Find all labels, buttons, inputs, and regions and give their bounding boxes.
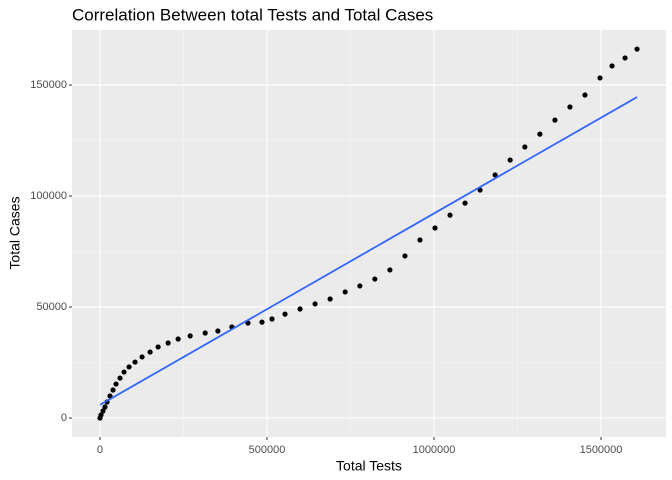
- point: [462, 200, 468, 206]
- x-tick-label: 0: [97, 444, 103, 456]
- point: [537, 131, 543, 137]
- point: [121, 369, 127, 375]
- point: [269, 316, 275, 322]
- point: [417, 237, 423, 243]
- point: [609, 63, 615, 69]
- point: [259, 319, 265, 325]
- trend-line: [99, 96, 638, 406]
- point: [492, 172, 498, 178]
- chart-title: Correlation Between total Tests and Tota…: [72, 5, 433, 24]
- point: [582, 92, 588, 98]
- point: [357, 283, 363, 289]
- y-axis-label: Total Cases: [7, 196, 23, 269]
- y-tick-label: 100000: [30, 190, 67, 202]
- x-tick-label: 500000: [249, 444, 286, 456]
- point: [113, 381, 119, 387]
- y-tick-label: 0: [61, 412, 67, 424]
- point: [202, 330, 208, 336]
- y-tick-label: 150000: [30, 79, 67, 91]
- point: [139, 354, 145, 360]
- point: [110, 387, 116, 393]
- point: [175, 336, 181, 342]
- point: [387, 267, 393, 273]
- point: [507, 157, 513, 163]
- point: [117, 375, 123, 381]
- point: [155, 344, 161, 350]
- x-tick-label: 1500000: [580, 444, 623, 456]
- point: [432, 225, 438, 231]
- point: [126, 364, 132, 370]
- x-tick-label: 1000000: [413, 444, 456, 456]
- point: [447, 212, 453, 218]
- point: [132, 359, 138, 365]
- point: [297, 306, 303, 312]
- point: [282, 311, 288, 317]
- point: [107, 393, 113, 399]
- y-tick-label: 50000: [36, 301, 67, 313]
- point: [522, 144, 528, 150]
- point: [597, 75, 603, 81]
- point: [215, 328, 221, 334]
- point: [634, 46, 640, 52]
- point: [100, 408, 106, 414]
- panel: [72, 30, 666, 437]
- point: [567, 104, 573, 110]
- point: [187, 333, 193, 339]
- point: [622, 55, 628, 61]
- point: [342, 289, 348, 295]
- point: [402, 253, 408, 259]
- point: [372, 276, 378, 282]
- point: [98, 412, 104, 418]
- point: [552, 117, 558, 123]
- point: [327, 296, 333, 302]
- x-axis-label: Total Tests: [336, 458, 402, 474]
- point: [165, 340, 171, 346]
- point: [312, 301, 318, 307]
- point: [102, 404, 108, 410]
- point: [147, 349, 153, 355]
